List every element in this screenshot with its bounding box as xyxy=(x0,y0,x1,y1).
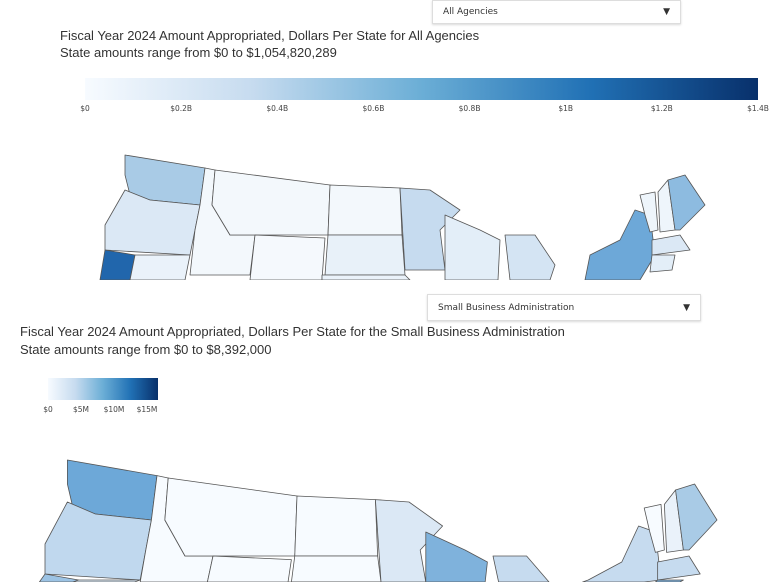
colorbar-tick-label: $10M xyxy=(103,405,125,414)
dropdown-value: Small Business Administration xyxy=(438,302,575,313)
dropdown-value: All Agencies xyxy=(443,7,498,17)
state-ny[interactable] xyxy=(584,209,656,280)
state-wy[interactable] xyxy=(206,555,292,582)
all-agencies-panel: All Agencies ▼ Fiscal Year 2024 Amount A… xyxy=(0,0,770,280)
dropdown-arrow-icon: ▼ xyxy=(683,302,690,313)
colorbar xyxy=(85,78,758,100)
state-wi[interactable] xyxy=(444,214,501,280)
chart-subtitle: State amounts range from $0 to $1,054,82… xyxy=(60,45,337,60)
state-sd[interactable] xyxy=(290,555,382,582)
agency-dropdown[interactable]: All Agencies ▼ xyxy=(432,0,681,24)
chart-title: Fiscal Year 2024 Amount Appropriated, Do… xyxy=(60,28,480,43)
colorbar-tick-label: $1B xyxy=(558,104,574,113)
agency-dropdown[interactable]: Small Business Administration ▼ xyxy=(427,294,701,321)
colorbar-tick-label: $1.2B xyxy=(650,104,673,113)
colorbar-tick-label: $5M xyxy=(72,405,90,414)
state-ma[interactable] xyxy=(657,555,701,581)
state-ca[interactable] xyxy=(99,249,136,280)
state-nd[interactable] xyxy=(327,184,403,236)
state-wy[interactable] xyxy=(249,234,326,280)
state-ne[interactable] xyxy=(321,274,411,280)
sba-panel: Small Business Administration ▼ Fiscal Y… xyxy=(0,280,770,582)
colorbar-tick-label: $0.2B xyxy=(170,104,193,113)
colorbar-tick-label: $0 xyxy=(43,405,53,414)
state-vt[interactable] xyxy=(643,503,665,553)
colorbar-tick-label: $0.6B xyxy=(362,104,385,113)
state-ca[interactable] xyxy=(39,573,79,582)
colorbar-tick-label: $0.8B xyxy=(458,104,481,113)
us-choropleth-map xyxy=(39,459,718,582)
state-mn[interactable] xyxy=(399,187,461,271)
state-nv[interactable] xyxy=(129,254,191,280)
state-me[interactable] xyxy=(667,174,706,231)
state-mn[interactable] xyxy=(374,499,444,582)
us-choropleth-map xyxy=(99,154,706,280)
chart-subtitle: State amounts range from $0 to $8,392,00… xyxy=(20,342,272,357)
state-ct[interactable] xyxy=(649,254,676,273)
colorbar-tick-label: $0 xyxy=(80,104,90,113)
state-ma[interactable] xyxy=(651,234,691,256)
state-sd[interactable] xyxy=(324,234,406,276)
dropdown-arrow-icon: ▼ xyxy=(663,7,670,17)
state-wi[interactable] xyxy=(425,531,488,582)
colorbar-tick-label: $15M xyxy=(136,405,158,414)
chart-title: Fiscal Year 2024 Amount Appropriated, Do… xyxy=(20,324,565,339)
state-nd[interactable] xyxy=(294,495,379,557)
colorbar-tick-label: $1.4B xyxy=(747,104,769,113)
state-me[interactable] xyxy=(675,483,718,551)
state-ny[interactable] xyxy=(582,525,662,582)
state-mt[interactable] xyxy=(211,169,331,236)
state-mt[interactable] xyxy=(164,477,298,557)
colorbar xyxy=(48,378,158,400)
state-vt[interactable] xyxy=(639,191,659,233)
colorbar-tick-label: $0.4B xyxy=(266,104,289,113)
state-mi[interactable] xyxy=(504,234,556,280)
state-mi[interactable] xyxy=(492,555,550,582)
